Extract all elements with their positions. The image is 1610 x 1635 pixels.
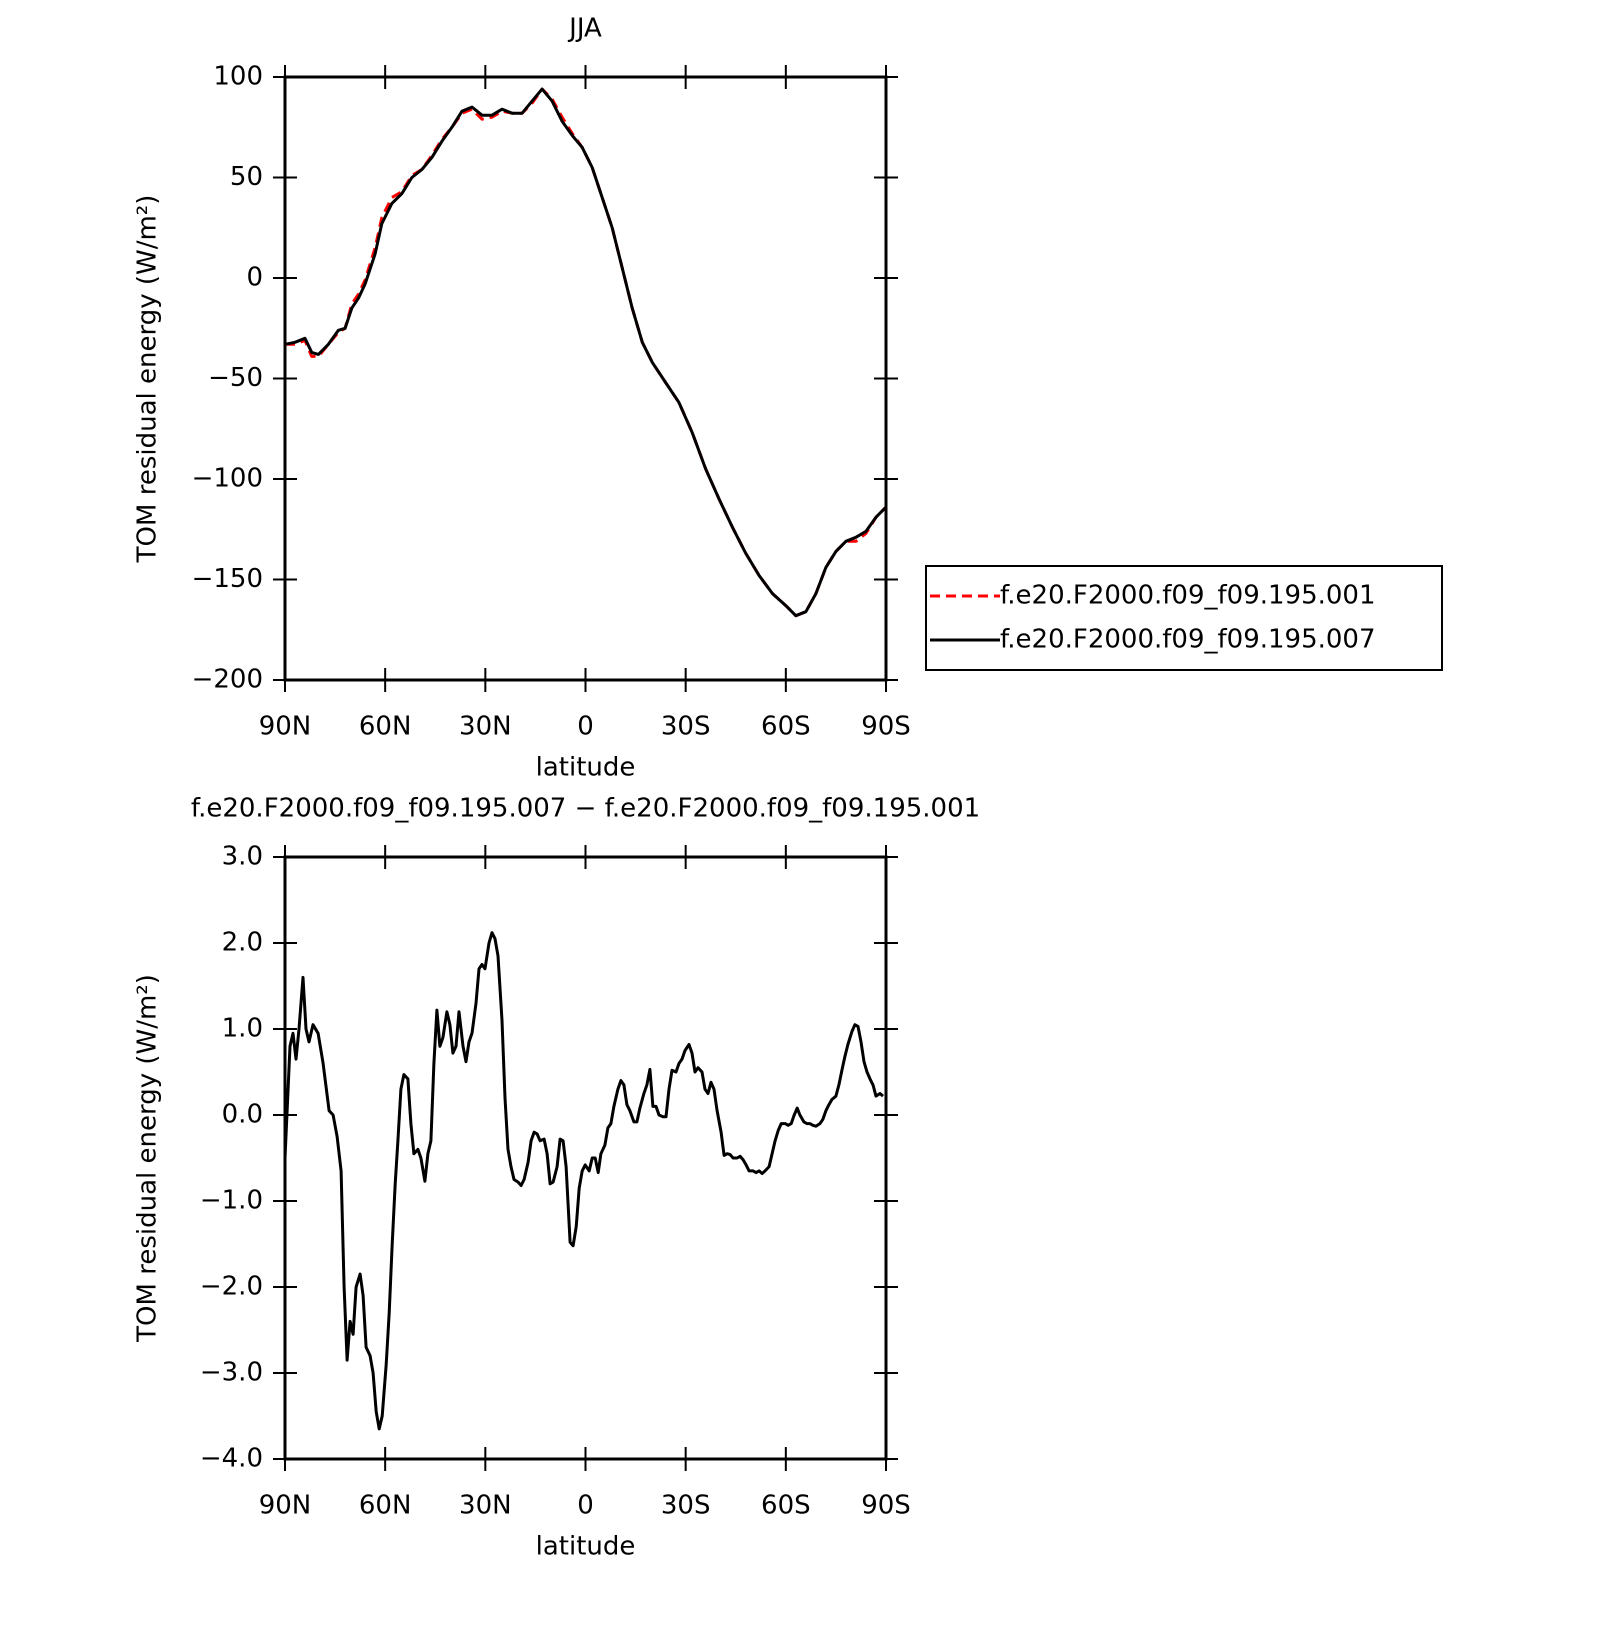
y-tick-label: 0 xyxy=(246,263,263,293)
x-tick-label: 90N xyxy=(259,1491,312,1521)
x-tick-label: 60S xyxy=(761,1491,811,1521)
y-tick-label: 1.0 xyxy=(222,1014,263,1044)
x-tick-label: 90S xyxy=(861,1491,911,1521)
x-axis-label: latitude xyxy=(536,753,636,783)
y-tick-label: 100 xyxy=(213,62,263,92)
x-tick-label: 60S xyxy=(761,712,811,742)
chart-title: JJA xyxy=(567,14,602,44)
y-tick-label: −2.0 xyxy=(200,1272,263,1302)
plot-frame xyxy=(283,855,888,1461)
y-tick-label: −100 xyxy=(192,464,263,494)
legend-label: f.e20.F2000.f09_f09.195.007 xyxy=(1000,625,1376,655)
data-line xyxy=(285,87,888,618)
y-tick-label: −1.0 xyxy=(200,1186,263,1216)
chart-title: f.e20.F2000.f09_f09.195.007 − f.e20.F200… xyxy=(191,794,980,824)
y-tick-label: 50 xyxy=(230,162,263,192)
legend-box xyxy=(925,565,1443,671)
x-tick-label: 0 xyxy=(577,1491,594,1521)
x-tick-label: 30S xyxy=(661,712,711,742)
y-tick-label: −3.0 xyxy=(200,1358,263,1388)
x-tick-label: 0 xyxy=(577,712,594,742)
legend-label: f.e20.F2000.f09_f09.195.001 xyxy=(1000,581,1376,611)
x-tick-label: 30S xyxy=(661,1491,711,1521)
y-tick-label: −200 xyxy=(192,665,263,695)
y-tick-label: 3.0 xyxy=(222,842,263,872)
y-axis-label: TOM residual energy (W/m²) xyxy=(133,195,163,564)
y-tick-label: −150 xyxy=(192,564,263,594)
x-tick-label: 60N xyxy=(359,712,412,742)
y-tick-label: −50 xyxy=(208,363,263,393)
x-tick-label: 30N xyxy=(459,712,512,742)
y-tick-label: −4.0 xyxy=(200,1444,263,1474)
data-line xyxy=(283,931,884,1431)
x-tick-label: 30N xyxy=(459,1491,512,1521)
y-tick-label: 2.0 xyxy=(222,928,263,958)
x-tick-label: 90N xyxy=(259,712,312,742)
x-axis-label: latitude xyxy=(536,1532,636,1562)
x-tick-label: 90S xyxy=(861,712,911,742)
x-tick-label: 60N xyxy=(359,1491,412,1521)
data-line xyxy=(284,87,888,618)
y-tick-label: 0.0 xyxy=(222,1100,263,1130)
plot-frame xyxy=(283,75,888,682)
y-axis-label: TOM residual energy (W/m²) xyxy=(133,974,163,1343)
